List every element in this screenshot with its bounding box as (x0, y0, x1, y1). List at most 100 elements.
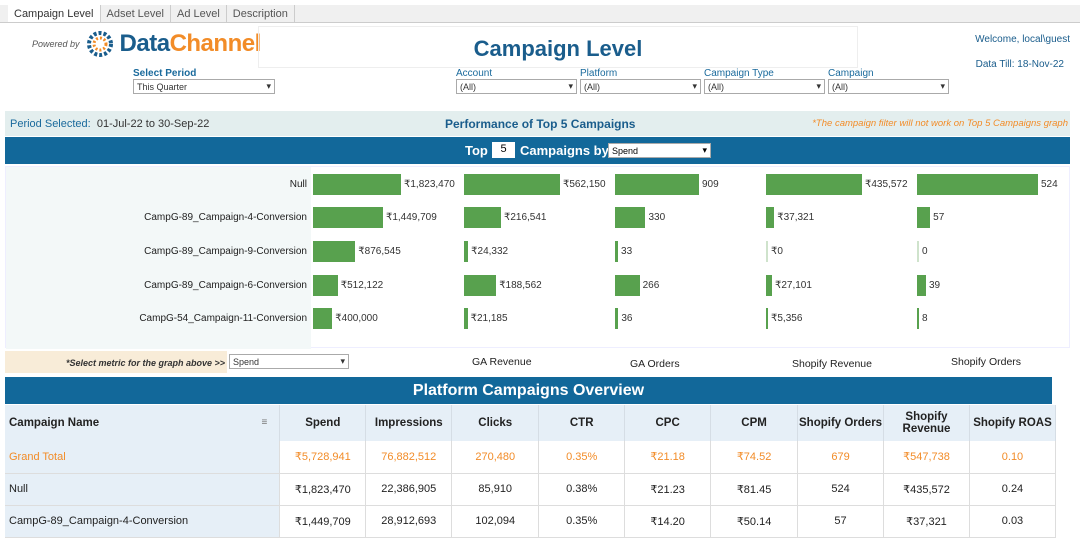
bar-ga-revenue[interactable] (464, 308, 468, 329)
table-cell: CampG-89_Campaign-4-Conversion (5, 505, 281, 538)
table-cell: 22,386,905 (365, 473, 453, 506)
campaign-select[interactable]: (All) ▾ (828, 79, 949, 94)
bar-ga-revenue[interactable] (464, 241, 469, 262)
platform-select[interactable]: (All) ▾ (580, 79, 701, 94)
column-header[interactable]: Spend (279, 405, 367, 441)
table-cell: 85,910 (451, 473, 540, 506)
tab-description[interactable]: Description (227, 5, 295, 22)
table-cell: 679 (797, 441, 885, 474)
campaign-type-select[interactable]: (All) ▾ (704, 79, 825, 94)
bar-shopify-orders[interactable] (917, 241, 919, 262)
bar-shopify-revenue[interactable] (766, 275, 772, 296)
sort-icon[interactable]: ≡ (261, 417, 268, 428)
bar-spend[interactable] (313, 174, 401, 195)
column-header[interactable]: Clicks (451, 405, 540, 441)
column-header-label: Campaign Name (9, 417, 100, 429)
metric-label-shopify-revenue: Shopify Revenue (792, 358, 872, 370)
data-label: ₹876,545 (358, 246, 401, 257)
column-header[interactable]: Shopify Revenue (883, 405, 970, 441)
filter-campaign: Campaign (All) ▾ (828, 68, 949, 94)
table-cell: ₹37,321 (883, 505, 970, 538)
table-cell: 270,480 (451, 441, 540, 474)
bar-ga-revenue[interactable] (464, 174, 560, 195)
column-header[interactable]: CPM (710, 405, 799, 441)
column-header-label: Shopify Orders (799, 417, 883, 429)
overview-title: Platform Campaigns Overview (5, 377, 1052, 404)
top-middle: Campaigns by (520, 143, 609, 158)
select-value: (All) (460, 81, 476, 92)
data-till: Data Till: 18-Nov-22 (975, 59, 1064, 70)
data-label: ₹24,332 (471, 246, 509, 257)
bar-spend[interactable] (313, 308, 333, 329)
bar-spend[interactable] (313, 241, 356, 262)
select-value: (All) (584, 81, 600, 92)
bar-shopify-orders[interactable] (917, 174, 1038, 195)
table-cell: ₹5,728,941 (279, 441, 367, 474)
column-header[interactable]: Shopify Orders (797, 405, 885, 441)
bar-shopify-orders[interactable] (917, 207, 931, 228)
top-metric-select[interactable]: Spend ▾ (608, 143, 711, 158)
bar-shopify-orders[interactable] (917, 308, 919, 329)
bar-ga-orders[interactable] (615, 241, 619, 262)
table-row[interactable]: Null ₹1,823,470 22,386,905 85,910 0.38% ₹21.2… (5, 473, 1057, 506)
bar-ga-orders[interactable] (615, 308, 619, 329)
bar-shopify-revenue[interactable] (766, 207, 775, 228)
table-cell: 0.24 (969, 473, 1057, 506)
account-select[interactable]: (All) ▾ (456, 79, 577, 94)
table-cell: ₹435,572 (883, 473, 970, 506)
table-cell: ₹21.23 (624, 473, 712, 506)
filter-label: Select Period (133, 68, 197, 79)
column-header[interactable]: CPC (624, 405, 712, 441)
welcome-text: Welcome, local\guest (975, 34, 1070, 45)
filter-account: Account (All) ▾ (456, 68, 577, 94)
data-label: 0 (922, 246, 928, 257)
column-header[interactable]: Campaign Name ≡ (5, 405, 281, 441)
data-label: 524 (1041, 179, 1058, 190)
metric-label-ga-revenue: GA Revenue (472, 356, 532, 368)
metric-select[interactable]: Spend ▾ (229, 354, 349, 369)
column-header-label: CTR (569, 417, 594, 429)
period-band: Period Selected: 01-Jul-22 to 30-Sep-22 … (5, 111, 1070, 136)
bar-spend[interactable] (313, 207, 383, 228)
dropdown-arrow-icon: ▾ (266, 81, 271, 91)
category-label: Null (289, 179, 307, 190)
table-cell: ₹14.20 (624, 505, 712, 538)
bar-ga-orders[interactable] (615, 207, 646, 228)
data-label: ₹435,572 (865, 179, 908, 190)
column-header[interactable]: Shopify ROAS (969, 405, 1057, 441)
data-label: 330 (648, 212, 666, 223)
bar-ga-orders[interactable] (615, 174, 699, 195)
bar-spend[interactable] (313, 275, 338, 296)
data-label: ₹562,150 (563, 179, 606, 190)
tab-campaign-level[interactable]: Campaign Level (8, 5, 101, 22)
bar-ga-revenue[interactable] (464, 207, 501, 228)
bar-shopify-revenue[interactable] (766, 308, 768, 329)
metric-label-ga-orders: GA Orders (630, 358, 680, 370)
top-selector-bar: Top 5 Campaigns by Spend ▾ (5, 137, 1070, 164)
table-cell: 0.35% (538, 505, 626, 538)
bar-shopify-orders[interactable] (917, 275, 926, 296)
brand-name: DataChannel (119, 30, 262, 58)
select-value: (All) (708, 81, 724, 92)
bar-shopify-revenue[interactable] (766, 241, 768, 262)
bar-ga-orders[interactable] (615, 275, 640, 296)
datachannel-logo-icon (86, 31, 113, 57)
table-cell: 0.38% (538, 473, 626, 506)
tab-ad-level[interactable]: Ad Level (171, 5, 227, 22)
bar-shopify-revenue[interactable] (766, 174, 862, 195)
grand-total-row[interactable]: Grand Total ₹5,728,941 76,882,512 270,480 0.… (5, 441, 1057, 474)
category-label: CampG-54_Campaign-11-Conversion (139, 313, 307, 324)
overview-table: Campaign Name ≡ Spend Impressions Clicks CTR C… (5, 405, 1057, 538)
table-cell: ₹81.45 (710, 473, 799, 506)
top-count-input[interactable]: 5 (492, 142, 515, 158)
table-cell: ₹1,449,709 (279, 505, 367, 538)
table-row[interactable]: CampG-89_Campaign-4-Conversion ₹1,449,709… (5, 505, 1057, 538)
tab-adset-level[interactable]: Adset Level (101, 5, 171, 22)
column-header[interactable]: Impressions (365, 405, 453, 441)
column-header[interactable]: CTR (538, 405, 626, 441)
bar-ga-revenue[interactable] (464, 275, 497, 296)
brand-part1: Data (119, 30, 171, 57)
top-campaigns-chart: Null CampG-89_Campaign-4-Conversion CampG-… (5, 166, 1070, 349)
metric-select-label: *Select metric for the graph above >> (5, 351, 227, 373)
period-select[interactable]: This Quarter ▾ (133, 79, 275, 94)
